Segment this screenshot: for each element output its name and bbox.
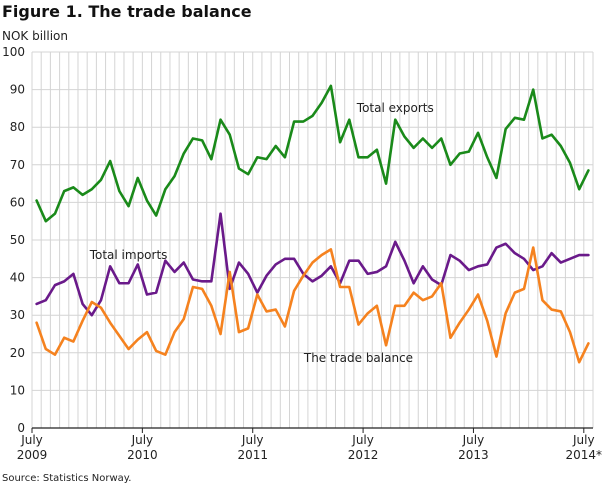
- grid: [31, 51, 594, 429]
- y-tick-label: 70: [10, 158, 25, 172]
- y-tick-label: 50: [10, 233, 25, 247]
- x-tick-label-month: July: [462, 433, 485, 447]
- y-tick-label: 0: [17, 421, 25, 435]
- x-tick-label-year: 2011: [237, 448, 268, 462]
- x-tick-label-year: 2010: [127, 448, 158, 462]
- x-tick-label-month: July: [131, 433, 154, 447]
- source-note: Source: Statistics Norway.: [2, 473, 132, 484]
- x-tick-label-month: July: [572, 433, 595, 447]
- series-label-the-trade-balance: The trade balance: [303, 351, 413, 365]
- y-tick-label: 40: [10, 271, 25, 285]
- figure-title: Figure 1. The trade balance: [2, 2, 252, 21]
- x-tick-label-month: July: [241, 433, 264, 447]
- x-tick-label-month: July: [20, 433, 43, 447]
- y-tick-label: 80: [10, 120, 25, 134]
- y-tick-label: 20: [10, 346, 25, 360]
- y-tick-label: 60: [10, 195, 25, 209]
- series-label-total-imports: Total imports: [89, 248, 168, 262]
- series-label-total-exports: Total exports: [356, 101, 434, 115]
- x-tick-label-year: 2009: [17, 448, 48, 462]
- series-line-total-exports: [35, 84, 590, 223]
- series-line-total-imports: [35, 212, 590, 317]
- x-tick-label-year: 2014*: [566, 448, 603, 462]
- series-line-the-trade-balance: [35, 246, 590, 364]
- y-tick-label: 100: [2, 45, 25, 59]
- series-labels: Total exports Total imports The trade bala…: [89, 101, 434, 365]
- y-tick-label: 10: [10, 383, 25, 397]
- series-lines: [35, 84, 590, 364]
- x-tick-label-year: 2013: [458, 448, 489, 462]
- x-tick-label-year: 2012: [348, 448, 379, 462]
- y-tick-label: 90: [10, 83, 25, 97]
- y-tick-label: 30: [10, 308, 25, 322]
- y-axis-label: NOK billion: [2, 29, 68, 43]
- x-tick-label-month: July: [351, 433, 374, 447]
- axes: 0102030405060708090100July2009July2010Ju…: [2, 45, 602, 462]
